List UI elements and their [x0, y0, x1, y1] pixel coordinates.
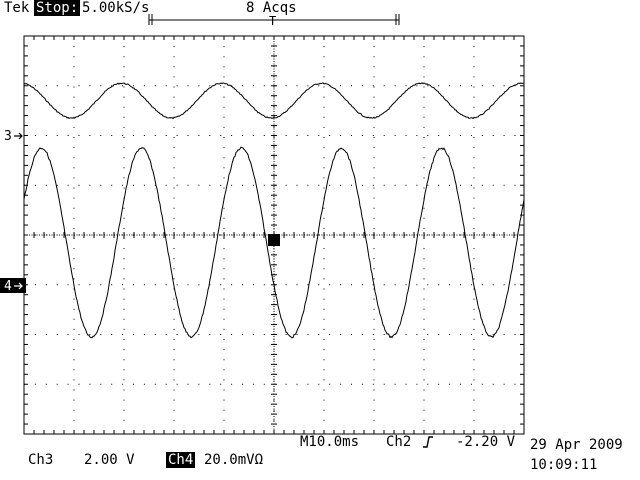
ch4-ground-marker: 4 — [0, 278, 26, 294]
ch3-label: Ch3 — [28, 452, 54, 468]
svg-text:3: 3 — [4, 129, 12, 144]
rising-edge-icon — [423, 436, 433, 448]
trigger-level-marker — [268, 234, 280, 246]
ch4-label: Ch4 — [166, 452, 196, 468]
trace-ch4 — [23, 146, 525, 339]
record-bracket — [148, 14, 400, 25]
date-readout: 29 Apr 2009 — [530, 437, 623, 453]
ch4-scale: 20.0mVΩ — [204, 452, 264, 468]
svg-text:4: 4 — [4, 279, 12, 294]
time-readout: 10:09:11 — [530, 457, 598, 473]
run-state-badge: Stop: — [34, 0, 81, 16]
trigger-source: Ch2 — [386, 434, 412, 450]
brand-label: Tek — [4, 0, 30, 16]
acquisition-count: 8 Acqs — [246, 0, 297, 16]
sample-rate: 5.00kS/s — [82, 0, 150, 16]
trigger-level: -2.20 V — [456, 434, 516, 450]
timebase-readout: M10.0ms — [300, 434, 360, 450]
trigger-position-marker: T — [269, 14, 276, 28]
ch3-scale: 2.00 V — [84, 452, 135, 468]
trace-ch3 — [23, 82, 525, 120]
graticule — [23, 35, 525, 435]
ch3-ground-marker: 3 — [4, 129, 23, 144]
waveform-traces — [23, 82, 525, 339]
